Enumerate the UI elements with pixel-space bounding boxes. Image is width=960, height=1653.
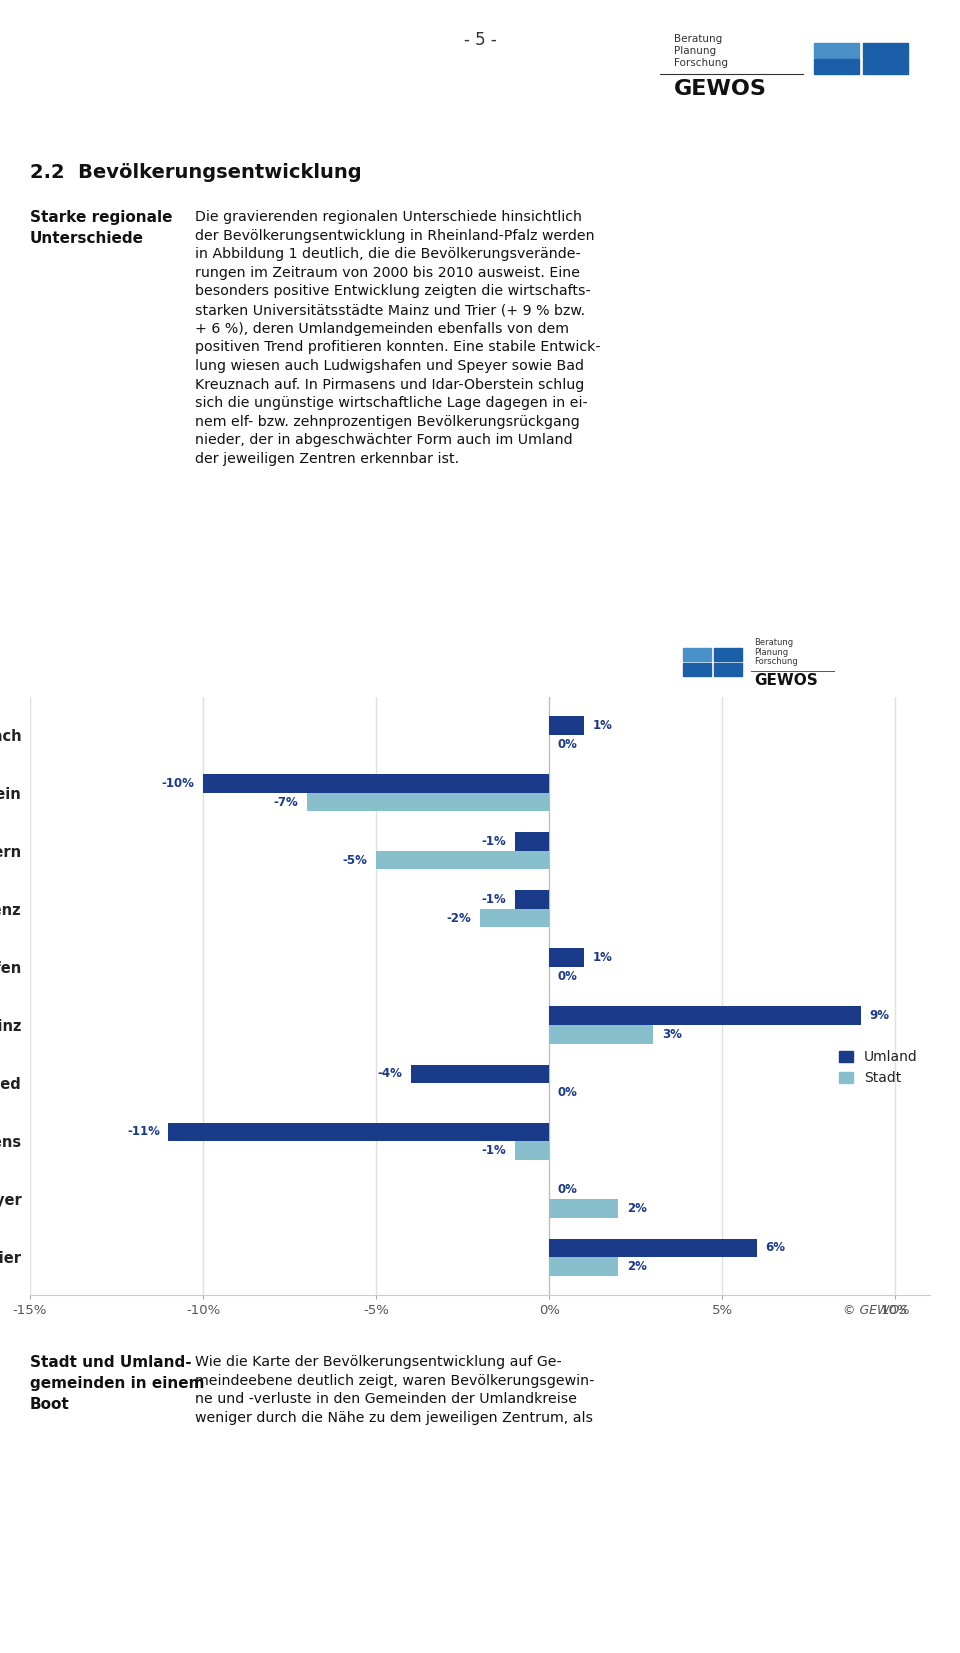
- Bar: [714, 663, 742, 676]
- Bar: [480, 909, 549, 927]
- Text: Die gravierenden regionalen Unterschiede hinsichtlich
der Bevölkerungsentwicklun: Die gravierenden regionalen Unterschiede…: [195, 210, 601, 466]
- Bar: [549, 1198, 618, 1218]
- Text: Forschung: Forschung: [755, 658, 798, 666]
- Text: Abb. 1: Abb. 1: [43, 635, 102, 650]
- Bar: [549, 1007, 861, 1025]
- Text: Starke regionale
Unterschiede: Starke regionale Unterschiede: [30, 210, 173, 246]
- Bar: [863, 60, 908, 74]
- Text: 1%: 1%: [592, 950, 612, 964]
- Bar: [376, 851, 549, 869]
- Text: Planung: Planung: [674, 46, 716, 56]
- Text: -4%: -4%: [377, 1068, 402, 1081]
- Text: Beratung: Beratung: [674, 33, 722, 43]
- Text: Planung: Planung: [755, 648, 788, 656]
- Text: © GEWOS: © GEWOS: [844, 1304, 907, 1316]
- Bar: [684, 663, 711, 676]
- Text: 0%: 0%: [558, 1184, 578, 1197]
- Text: ihren Umlandgemeinden 2000 bis 2010: ihren Umlandgemeinden 2000 bis 2010: [133, 668, 489, 683]
- Text: Stadt und Umland-
gemeinden in einem
Boot: Stadt und Umland- gemeinden in einem Boo…: [30, 1355, 204, 1412]
- Bar: [515, 1141, 549, 1160]
- Bar: [549, 949, 584, 967]
- Bar: [714, 648, 742, 661]
- Text: -5%: -5%: [343, 853, 368, 866]
- Bar: [863, 43, 908, 58]
- Bar: [307, 793, 549, 812]
- Bar: [549, 1238, 756, 1258]
- Bar: [814, 60, 859, 74]
- Bar: [814, 43, 859, 58]
- Text: -11%: -11%: [127, 1126, 159, 1139]
- Bar: [411, 1065, 549, 1083]
- Bar: [684, 648, 711, 661]
- Text: -1%: -1%: [481, 835, 506, 848]
- Text: -2%: -2%: [446, 912, 471, 924]
- Text: Forschung: Forschung: [674, 58, 728, 68]
- Text: 2.2  Bevölkerungsentwicklung: 2.2 Bevölkerungsentwicklung: [30, 164, 362, 182]
- Text: 0%: 0%: [558, 970, 578, 984]
- Text: 2%: 2%: [627, 1260, 647, 1273]
- Text: 0%: 0%: [558, 1086, 578, 1099]
- Bar: [168, 1122, 549, 1141]
- Text: 2%: 2%: [627, 1202, 647, 1215]
- Text: 3%: 3%: [661, 1028, 682, 1041]
- Text: - 5 -: - 5 -: [464, 31, 496, 50]
- Text: -1%: -1%: [481, 893, 506, 906]
- Bar: [515, 891, 549, 909]
- Text: GEWOS: GEWOS: [755, 673, 818, 688]
- Text: Wie die Karte der Bevölkerungsentwicklung auf Ge-
meindeebene deutlich zeigt, wa: Wie die Karte der Bevölkerungsentwicklun…: [195, 1355, 594, 1425]
- Text: Beratung: Beratung: [755, 638, 794, 648]
- Text: 6%: 6%: [765, 1241, 785, 1255]
- Text: 0%: 0%: [558, 737, 578, 750]
- Text: Bevölkerungsentwicklung in den Zentren und: Bevölkerungsentwicklung in den Zentren u…: [133, 630, 547, 645]
- Bar: [549, 716, 584, 734]
- Bar: [549, 1258, 618, 1276]
- Text: -7%: -7%: [274, 795, 299, 808]
- Text: 9%: 9%: [870, 1010, 889, 1022]
- Bar: [515, 831, 549, 851]
- Bar: [549, 1025, 653, 1043]
- Text: GEWOS: GEWOS: [674, 79, 767, 99]
- Bar: [204, 774, 549, 793]
- Text: 1%: 1%: [592, 719, 612, 732]
- Text: -1%: -1%: [481, 1144, 506, 1157]
- Text: -10%: -10%: [161, 777, 195, 790]
- Legend: Umland, Stadt: Umland, Stadt: [833, 1045, 924, 1091]
